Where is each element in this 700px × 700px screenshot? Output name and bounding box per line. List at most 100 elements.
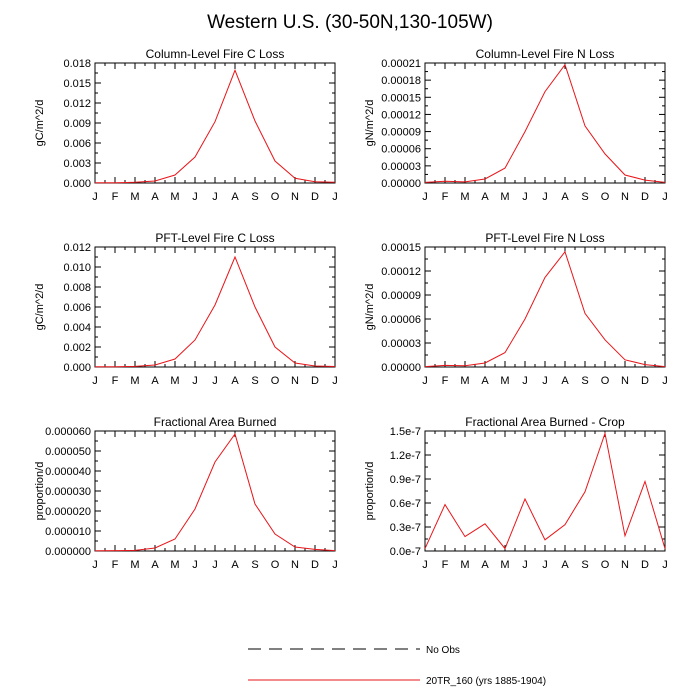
x-tick-label: F: [442, 375, 449, 387]
x-tick-label: D: [311, 191, 319, 203]
y-axis-label: proportion/d: [364, 462, 376, 521]
y-tick-label: 0.000: [63, 178, 91, 190]
panel-title: Fractional Area Burned - Crop: [465, 415, 625, 429]
x-tick-label: A: [481, 559, 489, 571]
x-tick-label: M: [170, 559, 179, 571]
y-tick-label: 0.000020: [45, 506, 91, 518]
x-tick-label: A: [231, 375, 239, 387]
y-tick-label: 0.018: [63, 58, 91, 70]
x-tick-label: N: [291, 559, 299, 571]
x-tick-label: O: [601, 559, 610, 571]
y-tick-label: 0.00015: [381, 242, 421, 254]
y-tick-label: 0.00018: [381, 75, 421, 87]
x-tick-label: D: [641, 559, 649, 571]
y-tick-label: 0.015: [63, 78, 91, 90]
plot-frame: [94, 430, 336, 552]
series-line: [424, 431, 666, 550]
legend: No Obs 20TR_160 (yrs 1885-1904): [248, 645, 546, 687]
x-tick-label: M: [460, 559, 469, 571]
y-tick-label: 0.00012: [381, 266, 421, 278]
x-tick-label: O: [271, 375, 280, 387]
x-tick-label: A: [481, 375, 489, 387]
x-tick-label: O: [271, 559, 280, 571]
legend-label-2: 20TR_160 (yrs 1885-1904): [426, 676, 546, 687]
y-tick-label: 0.0e-7: [390, 546, 421, 558]
x-tick-label: J: [662, 191, 668, 203]
x-tick-label: S: [251, 375, 258, 387]
x-tick-label: M: [500, 375, 509, 387]
x-tick-label: J: [542, 191, 548, 203]
x-tick-label: M: [170, 375, 179, 387]
y-tick-label: 0.002: [63, 342, 91, 354]
x-tick-label: M: [460, 191, 469, 203]
panel-title: PFT-Level Fire N Loss: [485, 231, 604, 245]
y-tick-label: 0.009: [63, 118, 91, 130]
y-tick-label: 0.000000: [45, 546, 91, 558]
y-tick-label: 0.006: [63, 138, 91, 150]
x-tick-label: J: [212, 375, 218, 387]
x-tick-label: A: [561, 559, 569, 571]
x-tick-label: J: [522, 559, 528, 571]
x-tick-label: D: [641, 375, 649, 387]
x-tick-label: N: [621, 375, 629, 387]
y-tick-label: 0.008: [63, 282, 91, 294]
panel-title: PFT-Level Fire C Loss: [155, 231, 274, 245]
x-tick-label: J: [332, 191, 338, 203]
x-tick-label: M: [170, 191, 179, 203]
y-tick-label: 0.00009: [381, 127, 421, 139]
x-tick-label: A: [231, 559, 239, 571]
x-tick-label: F: [112, 191, 119, 203]
series-line: [94, 432, 336, 552]
x-tick-label: O: [601, 191, 610, 203]
x-tick-label: J: [192, 191, 198, 203]
x-tick-label: S: [581, 191, 588, 203]
series-line: [424, 250, 666, 368]
x-tick-label: J: [522, 375, 528, 387]
series-line: [424, 63, 666, 183]
x-tick-label: J: [662, 375, 668, 387]
y-tick-label: 0.00015: [381, 92, 421, 104]
y-axis-label: proportion/d: [34, 462, 46, 521]
y-tick-label: 0.010: [63, 262, 91, 274]
panel-title: Column-Level Fire C Loss: [146, 47, 285, 61]
plot-frame: [424, 62, 666, 184]
x-tick-label: A: [231, 191, 239, 203]
y-axis-label: gN/m^2/d: [364, 100, 376, 147]
panel-title: Fractional Area Burned: [154, 415, 277, 429]
x-tick-label: J: [92, 559, 98, 571]
x-tick-label: M: [130, 559, 139, 571]
y-tick-label: 0.000060: [45, 426, 91, 438]
y-axis-label: gC/m^2/d: [34, 284, 46, 331]
x-tick-label: M: [500, 559, 509, 571]
y-tick-label: 0.6e-7: [390, 498, 421, 510]
x-tick-label: J: [192, 559, 198, 571]
x-tick-label: N: [621, 559, 629, 571]
x-tick-label: M: [130, 375, 139, 387]
y-tick-label: 0.00000: [381, 178, 421, 190]
y-tick-label: 0.3e-7: [390, 522, 421, 534]
series-line: [95, 255, 336, 368]
y-tick-label: 0.012: [63, 98, 91, 110]
x-tick-label: O: [271, 191, 280, 203]
panel-title: Column-Level Fire N Loss: [476, 47, 615, 61]
x-tick-label: S: [251, 191, 258, 203]
y-tick-label: 0.00003: [381, 338, 421, 350]
plot-frame: [424, 246, 666, 368]
x-tick-label: J: [662, 559, 668, 571]
x-tick-label: J: [212, 559, 218, 571]
x-tick-label: J: [422, 191, 428, 203]
x-tick-label: J: [542, 559, 548, 571]
x-tick-label: J: [92, 375, 98, 387]
x-tick-label: O: [601, 375, 610, 387]
x-tick-label: N: [621, 191, 629, 203]
x-tick-label: D: [311, 375, 319, 387]
y-tick-label: 0.003: [63, 158, 91, 170]
x-tick-label: J: [422, 559, 428, 571]
y-tick-label: 0.00021: [381, 58, 421, 70]
y-tick-label: 0.004: [63, 322, 91, 334]
x-tick-label: A: [151, 375, 159, 387]
y-tick-label: 0.00006: [381, 314, 421, 326]
